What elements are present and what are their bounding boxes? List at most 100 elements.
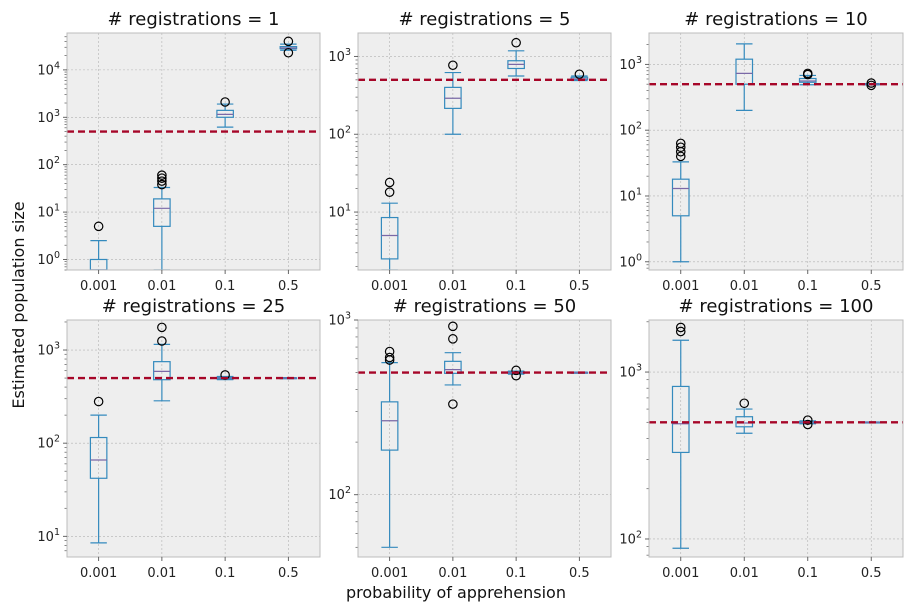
subplot-title: # registrations = 1 bbox=[107, 9, 279, 30]
x-tick-label: 0.1 bbox=[215, 566, 236, 581]
y-tick-label: 102 bbox=[619, 529, 642, 547]
subplot-title: # registrations = 25 bbox=[102, 296, 285, 317]
x-tick-label: 0.1 bbox=[215, 279, 236, 294]
iqr-box bbox=[671, 385, 690, 454]
iqr-box bbox=[153, 198, 171, 227]
outlier-point bbox=[511, 365, 521, 376]
x-tick-label: 0.01 bbox=[730, 566, 759, 581]
x-tick-label: 0.01 bbox=[147, 566, 176, 581]
x-tick-label: 0.001 bbox=[80, 279, 117, 294]
x-tick-label: 0.5 bbox=[278, 279, 299, 294]
subplot-4: 101 102 103 0.001 0.01 0.1 0.5 # registrations … bbox=[37, 296, 321, 581]
y-tick-label: 102 bbox=[328, 125, 351, 143]
x-tick-label: 0.001 bbox=[371, 566, 408, 581]
boxplot-group bbox=[380, 321, 589, 548]
x-tick-label: 0.5 bbox=[861, 566, 882, 581]
x-tick-label: 0.01 bbox=[147, 279, 176, 294]
outlier-point bbox=[157, 322, 167, 333]
y-tick-label: 101 bbox=[328, 203, 351, 221]
outlier-point bbox=[93, 396, 104, 407]
subplot-title: # registrations = 5 bbox=[398, 9, 570, 30]
x-tick-label: 0.01 bbox=[438, 279, 467, 294]
box-0.01 bbox=[444, 60, 462, 135]
x-tick-label: 0.5 bbox=[569, 566, 590, 581]
iqr-box bbox=[671, 178, 690, 217]
outlier-point bbox=[739, 398, 750, 409]
y-tick-label: 103 bbox=[37, 108, 60, 126]
outlier-point bbox=[675, 142, 686, 153]
subplot-title: # registrations = 50 bbox=[393, 296, 576, 317]
y-tick-label: 102 bbox=[37, 155, 60, 173]
outlier-point bbox=[802, 419, 813, 430]
y-tick-label: 102 bbox=[37, 434, 60, 452]
box-0.1 bbox=[216, 97, 234, 128]
outlier-point bbox=[220, 97, 230, 107]
x-tick-label: 0.1 bbox=[797, 279, 818, 294]
y-tick-label: 100 bbox=[619, 252, 642, 270]
box-0.01 bbox=[444, 321, 462, 409]
outlier-point bbox=[448, 321, 458, 332]
subplot-3: 100 101 102 103 0.001 0.01 0.1 0.5 # registratio… bbox=[619, 9, 904, 294]
subplot-6: 102 103 0.001 0.01 0.1 0.5 # registrations = 1… bbox=[619, 296, 904, 581]
x-tick-label: 0.001 bbox=[662, 279, 699, 294]
y-axis-label: Estimated population size bbox=[9, 201, 28, 408]
subplot-2: 101 102 103 0.001 0.01 0.1 0.5 # registrations … bbox=[328, 9, 612, 294]
axes-frame bbox=[648, 319, 904, 558]
box-0.001 bbox=[671, 322, 690, 549]
axes-frame bbox=[357, 319, 612, 558]
box-0.01 bbox=[735, 43, 754, 111]
y-tick-label: 102 bbox=[619, 121, 642, 139]
x-tick-label: 0.1 bbox=[797, 566, 818, 581]
outlier-point bbox=[283, 36, 294, 47]
subplot-5: 102 103 0.001 0.01 0.1 0.5 # registrations = 5… bbox=[328, 296, 612, 581]
outlier-point bbox=[675, 322, 686, 333]
box-0.001 bbox=[380, 177, 399, 270]
plot-background bbox=[358, 33, 611, 270]
y-tick-label: 103 bbox=[619, 363, 642, 381]
outlier-point bbox=[675, 138, 686, 149]
x-tick-label: 0.001 bbox=[371, 279, 408, 294]
box-0.001 bbox=[671, 138, 690, 263]
outlier-point bbox=[574, 69, 585, 80]
box-0.1 bbox=[507, 37, 525, 77]
iqr-box bbox=[89, 258, 108, 270]
outlier-point bbox=[384, 352, 395, 363]
y-tick-label: 100 bbox=[37, 250, 60, 268]
plot-background bbox=[67, 33, 320, 270]
subplot-grid: 100 101 102 103 104 0.001 0.01 0.1 0.5 # registra… bbox=[37, 9, 904, 581]
iqr-box bbox=[735, 58, 754, 85]
x-tick-label: 0.1 bbox=[506, 279, 527, 294]
axes-frame bbox=[357, 32, 612, 271]
subplot-1: 100 101 102 103 104 0.001 0.01 0.1 0.5 # registra… bbox=[37, 9, 321, 294]
x-tick-label: 0.001 bbox=[80, 566, 117, 581]
iqr-box bbox=[380, 216, 399, 260]
box-0.001 bbox=[89, 396, 108, 544]
outlier-point bbox=[384, 177, 395, 188]
y-tick-label: 104 bbox=[37, 60, 60, 78]
outlier-point bbox=[157, 176, 167, 186]
box-0.01 bbox=[153, 170, 171, 270]
plot-background bbox=[649, 33, 903, 270]
outlier-point bbox=[157, 173, 167, 183]
axes-frame bbox=[66, 32, 321, 271]
outlier-point bbox=[384, 187, 395, 197]
plot-background bbox=[649, 320, 903, 557]
iqr-box bbox=[380, 401, 399, 451]
y-tick-label: 101 bbox=[37, 203, 60, 221]
x-axis-label: probability of apprehension bbox=[346, 583, 566, 602]
plot-background bbox=[67, 320, 320, 557]
outlier-point bbox=[511, 37, 521, 48]
x-tick-label: 0.5 bbox=[861, 279, 882, 294]
axes-frame bbox=[66, 319, 321, 558]
box-0.001 bbox=[380, 346, 399, 548]
x-tick-label: 0.01 bbox=[730, 279, 759, 294]
outlier-point bbox=[384, 346, 395, 357]
y-tick-label: 103 bbox=[37, 341, 60, 359]
outlier-point bbox=[157, 179, 167, 190]
iqr-box bbox=[89, 436, 108, 479]
outlier-point bbox=[675, 151, 686, 162]
iqr-box bbox=[153, 361, 171, 381]
plot-background bbox=[358, 320, 611, 557]
subplot-title: # registrations = 10 bbox=[684, 9, 867, 30]
